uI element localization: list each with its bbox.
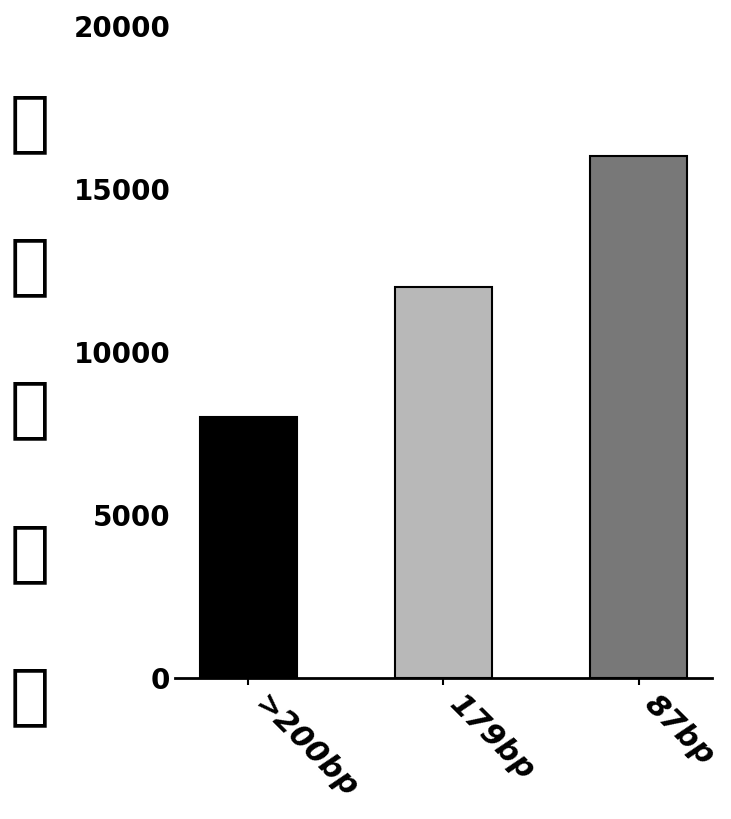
Text: 滤: 滤 — [10, 520, 49, 586]
Text: 液: 液 — [10, 377, 49, 442]
Bar — [590, 156, 687, 677]
Text: 有: 有 — [10, 90, 49, 156]
Text: 效: 效 — [10, 233, 49, 299]
Text: 数: 数 — [10, 663, 49, 729]
Bar — [395, 287, 492, 677]
Bar — [200, 417, 298, 677]
